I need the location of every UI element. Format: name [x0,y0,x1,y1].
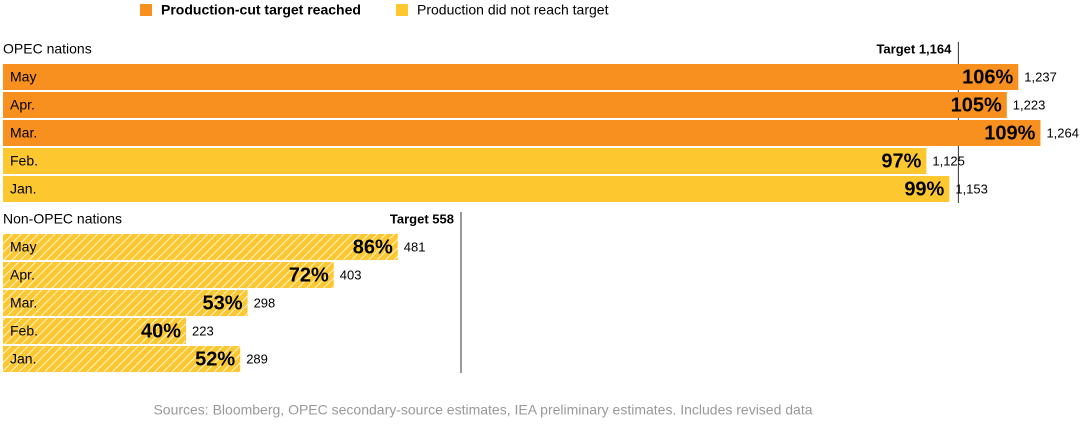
category-label: Jan. [10,181,36,197]
value-label: 298 [254,295,276,310]
category-label: Feb. [10,153,38,169]
bar [3,176,950,202]
category-label: May [10,239,36,255]
legend-swatch [396,4,408,16]
value-label: 403 [340,267,362,282]
percent-label: 52% [195,348,235,370]
category-label: Mar. [10,295,37,311]
source: Sources: Bloomberg, OPEC secondary-sourc… [153,402,812,418]
bar [3,148,927,174]
percent-label: 72% [289,264,329,286]
percent-label: 106% [962,66,1013,88]
percent-label: 97% [881,150,921,172]
legend-label: Production-cut target reached [161,2,361,18]
percent-label: 53% [203,292,243,314]
target-label: Target 1,164 [876,41,952,56]
value-label: 1,223 [1013,97,1046,112]
percent-label: 86% [353,236,393,258]
value-label: 481 [404,239,426,254]
bar [3,92,1007,118]
bar [3,120,1041,146]
value-label: 289 [246,351,268,366]
category-label: Mar. [10,125,37,141]
percent-label: 99% [904,178,944,200]
value-label: 1,237 [1024,69,1057,84]
value-label: 1,153 [955,181,988,196]
percent-label: 109% [984,122,1035,144]
category-label: May [10,69,36,85]
bar [3,64,1019,90]
percent-label: 40% [141,320,181,342]
bar [3,318,187,344]
value-label: 1,264 [1046,125,1079,140]
panel-title: OPEC nations [3,41,92,57]
legend-swatch [140,4,152,16]
category-label: Jan. [10,351,36,367]
bar [3,234,398,260]
bar [3,262,334,288]
category-label: Apr. [10,97,35,113]
legend-label: Production did not reach target [417,2,609,18]
target-label: Target 558 [390,211,454,226]
category-label: Feb. [10,323,38,339]
bar [3,346,241,372]
value-label: 1,125 [932,153,965,168]
value-label: 223 [192,323,214,338]
bar [3,290,248,316]
panel-title: Non-OPEC nations [3,211,122,227]
category-label: Apr. [10,267,35,283]
percent-label: 105% [951,94,1002,116]
